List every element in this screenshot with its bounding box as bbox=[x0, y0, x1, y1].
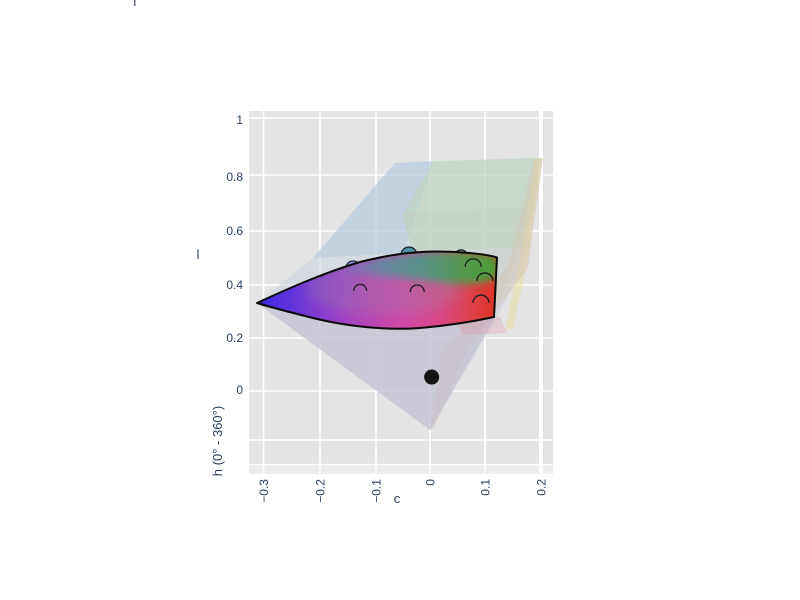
c-axis-title: c bbox=[394, 491, 401, 506]
l-tick-0.2: 0.2 bbox=[226, 331, 243, 345]
volume-blue-facet bbox=[313, 161, 433, 258]
l-tick-0: 0 bbox=[236, 383, 243, 397]
c-tick--0.2: −0.2 bbox=[314, 479, 328, 503]
occluded-marker-arc[interactable] bbox=[472, 294, 490, 304]
occluded-marker-arc[interactable] bbox=[353, 283, 368, 291]
c-tick--0.1: −0.1 bbox=[370, 479, 384, 503]
black-sphere-marker[interactable] bbox=[424, 369, 440, 385]
l-tick-1: 1 bbox=[236, 113, 243, 127]
volume-green-facet bbox=[402, 158, 541, 250]
clipped-title-text: | bbox=[133, 0, 137, 6]
occluded-marker-arc[interactable] bbox=[476, 272, 494, 281]
volume-lavender-cone bbox=[257, 303, 494, 430]
l-tick-0.8: 0.8 bbox=[226, 170, 243, 184]
clipped-title-fragment: | bbox=[133, 0, 143, 6]
c-tick-0: 0 bbox=[424, 479, 438, 486]
c-tick-0.2: 0.2 bbox=[535, 479, 549, 496]
markers-front-layer bbox=[353, 258, 494, 385]
h-axis-title: h (0° - 360°) bbox=[210, 406, 225, 476]
c-tick--0.3: −0.3 bbox=[257, 479, 271, 503]
occluded-marker-arc[interactable] bbox=[464, 258, 482, 267]
axis-labels: 1 0.8 0.6 0.4 0.2 0 −0.3 −0.2 −0.1 0 0.1… bbox=[197, 113, 549, 506]
gamut-slice-mesh[interactable] bbox=[256, 250, 499, 330]
slice-outline bbox=[256, 250, 498, 330]
c-tick-0.1: 0.1 bbox=[479, 479, 493, 496]
l-tick-0.6: 0.6 bbox=[226, 224, 243, 238]
occluded-marker-arc[interactable] bbox=[409, 284, 425, 293]
l-axis-title: l bbox=[197, 247, 200, 262]
floor-band bbox=[249, 465, 553, 474]
l-tick-0.4: 0.4 bbox=[226, 278, 243, 292]
